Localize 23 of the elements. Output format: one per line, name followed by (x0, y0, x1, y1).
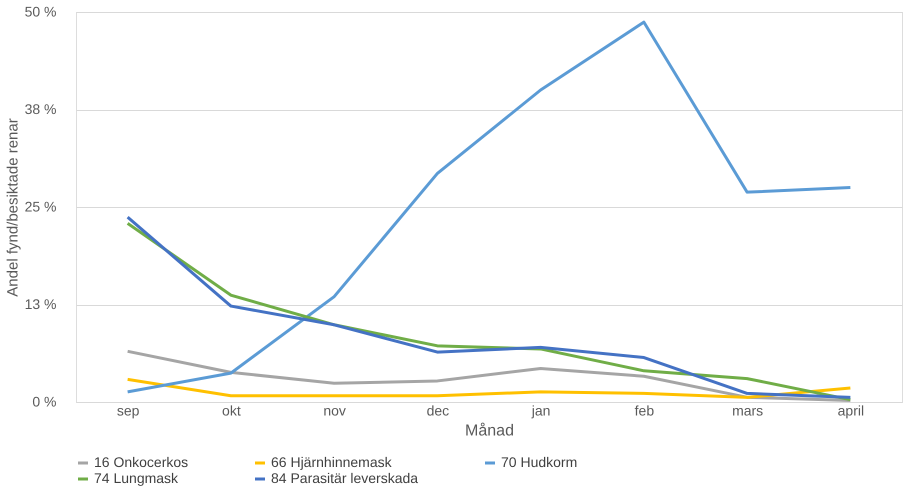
y-tick-label: 50 % (24, 4, 56, 20)
y-axis-title: Andel fynd/besiktade renar (4, 118, 22, 297)
legend-label: 70 Hudkorm (501, 454, 578, 470)
x-tick-label: jan (530, 402, 550, 418)
x-tick-label: april (838, 402, 864, 418)
y-tick-label: 25 % (24, 198, 56, 214)
x-tick-label: dec (426, 402, 450, 418)
y-tick-label: 13 % (24, 296, 56, 312)
x-tick-label: feb (634, 402, 654, 418)
x-tick-label: okt (222, 402, 241, 418)
line-series (126, 20, 852, 394)
y-tick-label: 0 % (32, 394, 56, 410)
legend-label: 84 Parasitär leverskada (271, 470, 418, 486)
legend-label: 74 Lungmask (94, 470, 180, 486)
line-series (126, 378, 852, 399)
legend-label: 66 Hjärnhinnemask (271, 454, 393, 470)
x-tick-label: sep (116, 402, 140, 418)
line-series (126, 350, 852, 402)
x-tick-label: mars (732, 402, 764, 418)
x-axis-title: Månad (465, 422, 514, 440)
x-tick-label: nov (323, 402, 346, 418)
y-tick-label: 38 % (24, 101, 56, 117)
legend-label: 16 Onkocerkos (94, 454, 188, 470)
